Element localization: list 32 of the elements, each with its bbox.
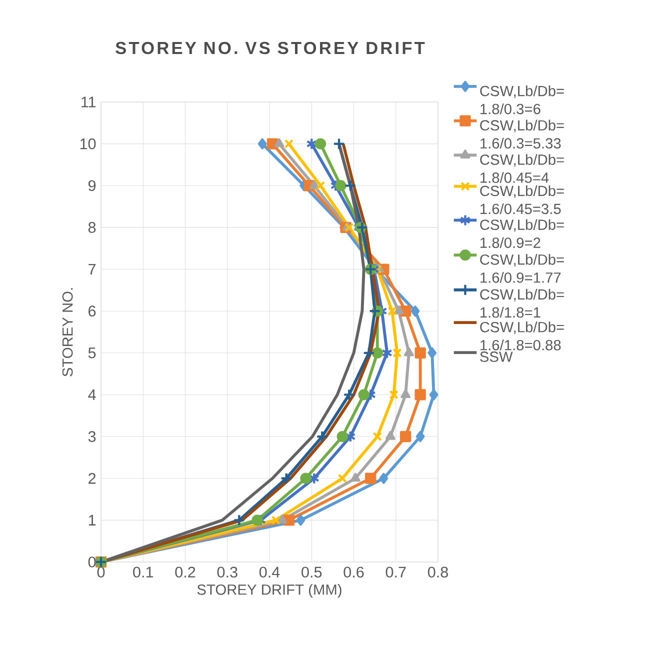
legend-label: CSW,Lb/Db= 1.6/0.45=3.5 xyxy=(480,185,564,214)
y-tick-label: 0 xyxy=(88,556,96,568)
x-axis-title: STOREY DRIFT (MM) xyxy=(197,584,342,598)
x-tick-label: 0.6 xyxy=(344,566,364,578)
x-tick-label: 0.7 xyxy=(386,566,406,578)
y-tick-label: 1 xyxy=(88,514,96,526)
legend-label: CSW,Lb/Db= 1.8/0.45=4 xyxy=(480,154,564,183)
y-tick-label: 7 xyxy=(88,264,96,275)
y-tick-label: 2 xyxy=(88,473,96,484)
y-axis-title: STOREY NO. xyxy=(62,288,73,376)
x-tick-label: 0.3 xyxy=(217,566,238,578)
y-tick-label: 10 xyxy=(80,138,96,150)
y-tick-label: 5 xyxy=(88,348,96,358)
y-tick-label: 6 xyxy=(88,306,96,317)
y-tick-label: 4 xyxy=(88,389,96,400)
x-tick-label: 0.5 xyxy=(302,566,322,578)
legend-label: CSW,Lb/Db= 1.8/1.8=1 xyxy=(480,288,564,318)
y-tick-label: 11 xyxy=(82,96,96,108)
legend-label: SSW xyxy=(480,352,513,362)
x-tick-label: 0.8 xyxy=(428,566,448,578)
y-tick-label: 9 xyxy=(88,180,96,192)
x-tick-label: 0.1 xyxy=(133,566,154,578)
legend-label: CSW,Lb/Db= 1.8/0.3=6 xyxy=(480,85,564,114)
legend-label: CSW,Lb/Db= 1.8/0.9=2 xyxy=(480,219,564,248)
x-tick-label: 0.2 xyxy=(175,566,196,578)
legend-label: CSW,Lb/Db= 1.6/1.8=0.88 xyxy=(480,322,564,350)
legend-label: CSW,Lb/Db= 1.6/0.3=5.33 xyxy=(480,120,564,149)
x-tick-label: 0.4 xyxy=(259,566,280,578)
y-tick-label: 3 xyxy=(88,431,96,442)
y-tick-label: 8 xyxy=(88,222,96,233)
chart-title: STOREY NO. VS STOREY DRIFT xyxy=(116,42,425,54)
legend-label: CSW,Lb/Db= 1.6/0.9=1.77 xyxy=(480,254,564,283)
